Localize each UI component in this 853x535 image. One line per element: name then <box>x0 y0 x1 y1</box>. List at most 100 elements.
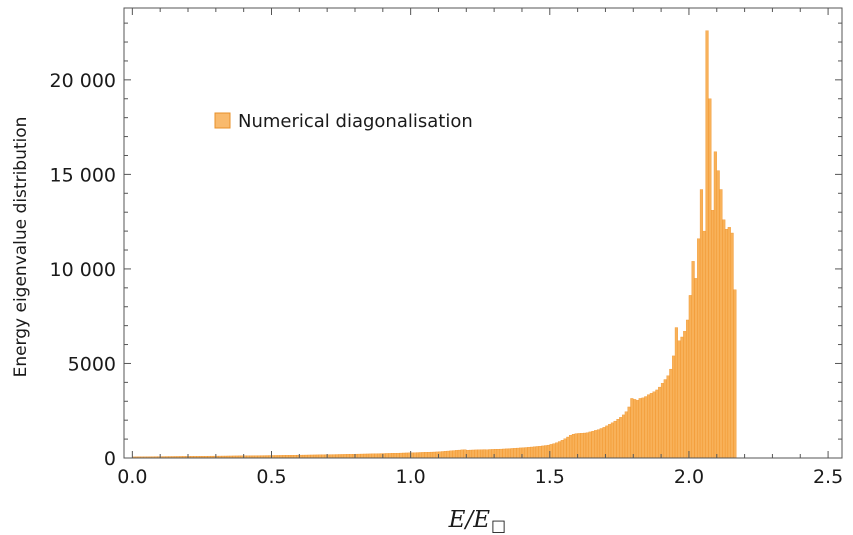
histogram-bar <box>452 450 456 459</box>
histogram-bar <box>396 452 400 459</box>
histogram-bar <box>660 383 665 459</box>
histogram-bar <box>443 451 447 459</box>
histogram-bar <box>399 452 403 459</box>
histogram-bar <box>541 445 545 459</box>
histogram-bar <box>583 432 587 459</box>
histogram-bar <box>393 453 397 459</box>
histogram-bar <box>730 232 734 459</box>
histogram-bar <box>507 448 512 459</box>
histogram-bar <box>713 151 717 459</box>
x-tick-label: 0.0 <box>117 466 147 488</box>
histogram-bar <box>335 454 339 459</box>
histogram-bar <box>719 189 723 459</box>
histogram-bars <box>132 30 737 459</box>
histogram-bar <box>566 436 570 459</box>
histogram-bar <box>374 453 378 459</box>
histogram-bar <box>421 452 425 459</box>
histogram-bar <box>685 319 690 459</box>
histogram-bar <box>621 414 626 459</box>
histogram-bar <box>429 451 434 459</box>
histogram-bar <box>619 417 623 459</box>
histogram-bar <box>602 427 606 459</box>
histogram-bar <box>505 448 509 459</box>
histogram-bar <box>449 450 453 459</box>
histogram-bar <box>502 448 506 459</box>
y-tick-label: 20 000 <box>50 70 116 92</box>
histogram-bar <box>390 453 395 459</box>
x-axis-label-subscript: □ <box>491 516 506 535</box>
histogram-bar <box>655 389 659 459</box>
histogram-bar <box>716 170 720 459</box>
plot-border <box>123 7 843 459</box>
histogram-bar <box>343 454 347 459</box>
histogram-bar <box>416 452 420 459</box>
y-axis-ticks: 0 5000 10 000 15 000 20 000 <box>50 22 842 470</box>
histogram-bar <box>652 391 656 459</box>
histogram-bar <box>524 447 528 459</box>
histogram-bar <box>535 446 539 459</box>
histogram-bar <box>338 454 342 459</box>
histogram-bar <box>691 261 695 459</box>
histogram-bar <box>418 452 422 459</box>
histogram-bar <box>552 443 556 459</box>
x-tick-label: 0.5 <box>256 466 286 488</box>
histogram-bar <box>591 430 595 459</box>
histogram-bar <box>402 452 406 459</box>
histogram-bar <box>510 448 514 459</box>
histogram-bar <box>413 452 417 459</box>
histogram-bar <box>674 327 678 459</box>
histogram-bar <box>332 454 336 459</box>
histogram-bar <box>608 424 612 459</box>
histogram-bar <box>638 398 642 459</box>
histogram-bar <box>404 452 409 459</box>
histogram-bar <box>610 422 614 459</box>
histogram-bar <box>711 210 715 459</box>
histogram-bar <box>365 453 370 459</box>
histogram-bar <box>596 429 601 459</box>
histogram-bar <box>702 230 706 459</box>
histogram-bar <box>454 450 459 459</box>
histogram-bar <box>488 449 492 459</box>
legend: Numerical diagonalisation <box>214 111 473 132</box>
histogram-bar <box>530 446 534 459</box>
legend-label: Numerical diagonalisation <box>238 111 473 132</box>
histogram-bar <box>699 189 704 459</box>
histogram-bar <box>613 420 617 459</box>
histogram-bar <box>677 340 681 459</box>
histogram-bar <box>532 446 537 459</box>
histogram-bar <box>580 433 584 459</box>
histogram-bar <box>371 453 375 459</box>
histogram-bar <box>647 394 651 459</box>
histogram-bar <box>571 434 576 459</box>
histogram-bar <box>635 400 640 459</box>
histogram-bar <box>644 396 648 459</box>
histogram-bar <box>624 411 628 459</box>
histogram-bar <box>708 98 712 459</box>
x-axis-ticks: 0.0 0.5 1.0 1.5 2.0 2.5 <box>117 8 843 488</box>
histogram-bar <box>727 227 731 459</box>
histogram-bar <box>599 428 603 459</box>
histogram-bar <box>683 331 687 459</box>
histogram-bar <box>557 441 562 459</box>
histogram-bar <box>480 449 484 459</box>
histogram-bar <box>616 419 620 459</box>
histogram-bar <box>368 453 372 459</box>
histogram-bar <box>630 398 634 459</box>
histogram-bar <box>544 445 548 459</box>
histogram-bar <box>594 430 598 459</box>
histogram-bar <box>357 453 361 459</box>
histogram-bar <box>666 375 670 459</box>
histogram-bar <box>697 238 701 459</box>
histogram-bar <box>460 449 464 459</box>
x-axis-label: E/E <box>448 507 491 533</box>
histogram-bar <box>377 453 381 459</box>
histogram-bar <box>688 295 692 459</box>
histogram-bar <box>527 447 531 459</box>
x-tick-label: 1.5 <box>535 466 565 488</box>
histogram-bar <box>346 454 350 459</box>
histogram-bar <box>633 399 637 459</box>
histogram-bar <box>482 449 486 459</box>
histogram-bar <box>555 442 559 459</box>
y-axis-label: Energy eigenvalue distribution <box>11 117 31 378</box>
